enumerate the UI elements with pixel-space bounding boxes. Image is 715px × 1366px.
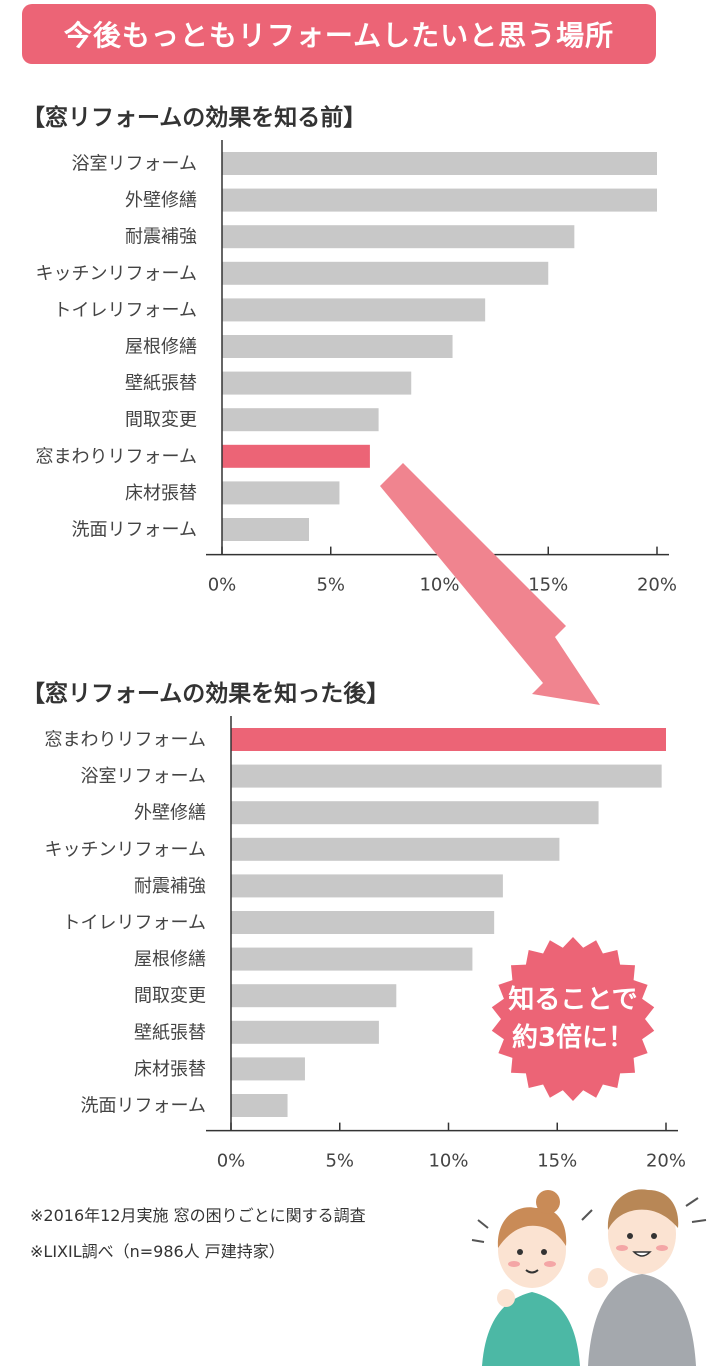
category-label: 外壁修繕 <box>134 803 206 824</box>
bar <box>231 1094 288 1117</box>
bar <box>231 947 473 971</box>
footnote-source: ※LIXIL調べ（n=986人 戸建持家） <box>30 1242 285 1261</box>
category-label: 床材張替 <box>134 1059 206 1080</box>
bar <box>231 874 503 898</box>
category-label: 窓まわりリフォーム <box>45 730 206 751</box>
bar <box>231 984 397 1008</box>
bar <box>231 801 599 825</box>
bar <box>222 371 412 395</box>
category-label: 間取変更 <box>134 986 206 1007</box>
bar <box>231 911 495 934</box>
x-tick-label: 15% <box>537 1151 577 1172</box>
x-tick-label: 5% <box>325 1151 354 1172</box>
bar <box>222 335 453 358</box>
category-label: 洗面リフォーム <box>81 1096 206 1117</box>
x-tick-label: 10% <box>419 575 459 596</box>
category-label: キッチンリフォーム <box>45 839 206 860</box>
bar <box>222 152 657 175</box>
category-label: 壁紙張替 <box>125 373 197 394</box>
category-label: 耐震補強 <box>125 227 197 248</box>
category-label: 屋根修繕 <box>134 949 206 970</box>
category-label: 耐震補強 <box>134 876 206 897</box>
category-label: 外壁修繕 <box>125 190 197 211</box>
bar <box>231 1020 379 1044</box>
bar <box>222 225 575 249</box>
bar <box>222 481 340 505</box>
x-tick-label: 0% <box>217 1151 246 1172</box>
bar <box>222 298 486 322</box>
category-label: トイレリフォーム <box>54 300 197 321</box>
category-label: 屋根修繕 <box>125 337 197 358</box>
category-label: 間取変更 <box>125 410 197 431</box>
chart-after: 窓まわりリフォーム浴室リフォーム外壁修繕キッチンリフォーム耐震補強トイレリフォー… <box>45 716 686 1172</box>
bar <box>231 764 662 788</box>
page-title-banner: 今後もっともリフォームしたいと思う場所 <box>22 4 656 64</box>
bar <box>231 837 560 861</box>
two-people-thinking-illustration <box>471 1189 707 1366</box>
bar-highlight <box>231 728 666 751</box>
bar-highlight <box>222 444 370 468</box>
bar <box>222 408 379 432</box>
chart-before: 浴室リフォーム外壁修繕耐震補強キッチンリフォームトイレリフォーム屋根修繕壁紙張替… <box>36 140 677 596</box>
category-label: 床材張替 <box>125 483 197 504</box>
x-tick-label: 20% <box>637 575 677 596</box>
x-tick-label: 5% <box>316 575 345 596</box>
starburst-badge-icon <box>491 937 655 1101</box>
category-label: 壁紙張替 <box>134 1022 206 1043</box>
bar <box>222 518 309 541</box>
category-label: 浴室リフォーム <box>72 154 197 175</box>
x-tick-label: 10% <box>428 1151 468 1172</box>
category-label: トイレリフォーム <box>63 913 206 934</box>
page-title: 今後もっともリフォームしたいと思う場所 <box>63 19 615 52</box>
chart-before-title: 【窓リフォームの効果を知る前】 <box>22 105 367 131</box>
bar <box>222 261 549 285</box>
x-tick-label: 0% <box>208 575 237 596</box>
category-label: 洗面リフォーム <box>72 520 197 541</box>
bar <box>231 1057 305 1081</box>
category-label: 浴室リフォーム <box>81 766 206 787</box>
callout-line-1: 知ることで <box>508 985 638 1015</box>
callout-line-2: 約3倍に！ <box>511 1023 635 1053</box>
callout-badge: 知ることで 約3倍に！ <box>490 936 656 1102</box>
category-label: キッチンリフォーム <box>36 263 197 284</box>
x-tick-label: 15% <box>528 575 568 596</box>
footnote-survey: ※2016年12月実施 窓の困りごとに関する調査 <box>30 1206 366 1225</box>
bar <box>222 188 657 212</box>
x-tick-label: 20% <box>646 1151 686 1172</box>
chart-after-title: 【窓リフォームの効果を知った後】 <box>22 681 390 707</box>
category-label: 窓まわりリフォーム <box>36 446 197 467</box>
